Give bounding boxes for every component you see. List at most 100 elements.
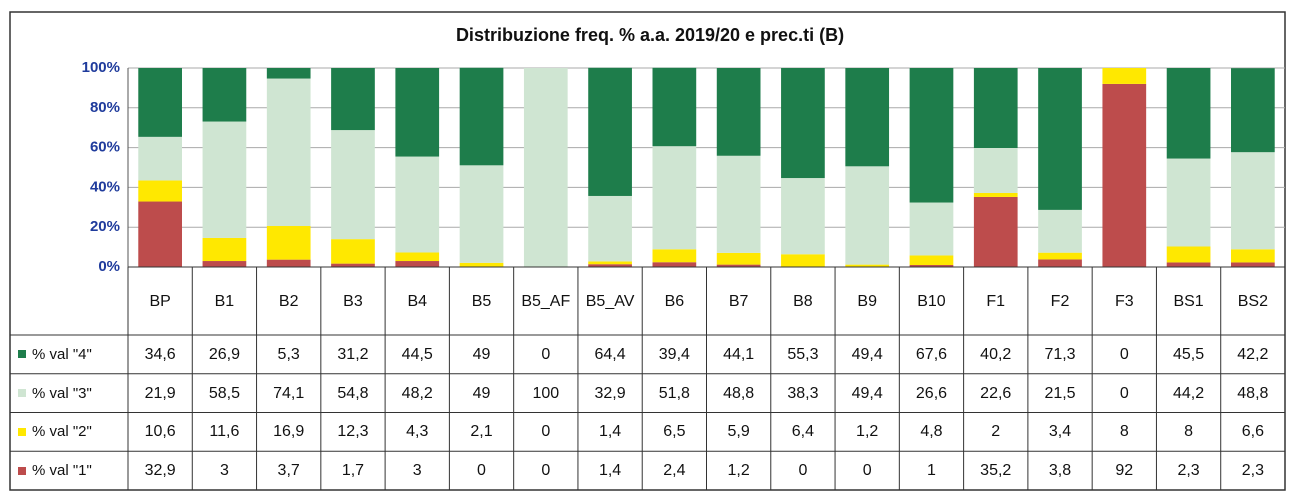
category-label: F2 <box>1050 292 1070 310</box>
table-value: 32,9 <box>144 462 176 480</box>
category-label: B2 <box>278 292 299 310</box>
table-value: 1,4 <box>598 462 622 480</box>
table-value: 26,9 <box>208 345 240 363</box>
bar-segment <box>781 254 825 267</box>
bar-segment <box>266 68 311 79</box>
table-value: 71,3 <box>1044 345 1076 363</box>
table-value: 35,2 <box>980 462 1012 480</box>
bar-segment <box>845 264 890 267</box>
legend-swatch <box>18 466 26 475</box>
table-value: 44,1 <box>723 345 755 363</box>
bar-segment <box>202 68 247 122</box>
y-tick-label: 100% <box>82 59 120 76</box>
table-value: 74,1 <box>273 384 305 402</box>
bar-segment <box>395 156 440 253</box>
bar-segment <box>1166 158 1211 247</box>
category-label: B4 <box>407 292 428 310</box>
chart-title: Distribuzione freq. % a.a. 2019/20 e pre… <box>456 25 844 45</box>
legend-entry: % val "3" <box>10 374 128 413</box>
table-value: 1 <box>927 462 936 480</box>
table-value: 16,9 <box>273 423 305 441</box>
table-value: 58,5 <box>208 384 240 402</box>
bar-segment <box>973 68 1018 148</box>
bar-segment <box>588 195 632 262</box>
table-value: 4,8 <box>920 423 943 441</box>
bar-segment <box>1038 259 1082 267</box>
bar-segment <box>652 146 697 250</box>
bar-segment <box>588 67 632 196</box>
table-value: 21,9 <box>144 384 176 402</box>
table-value: 40,2 <box>980 345 1012 363</box>
bar-segment <box>1038 68 1082 210</box>
table-value: 1,7 <box>341 462 365 480</box>
y-tick-label: 80% <box>90 99 120 116</box>
table-value: 2,1 <box>470 423 493 441</box>
bar-segment <box>1166 262 1211 267</box>
bar-segment <box>1102 83 1147 267</box>
bar-segment <box>523 68 568 267</box>
bar-segment <box>202 237 247 262</box>
table-value: 45,5 <box>1173 345 1205 363</box>
bar-segment <box>331 263 375 267</box>
bar-segment <box>652 67 697 147</box>
category-label: B6 <box>664 292 685 310</box>
table-value: 8 <box>1119 423 1129 441</box>
y-tick-label: 40% <box>90 178 120 195</box>
table-value: 3,8 <box>1048 462 1072 480</box>
bar-segment <box>1231 68 1275 153</box>
table-value: 4,3 <box>406 423 429 441</box>
bar-segment <box>1038 209 1082 253</box>
bar-segment <box>716 155 761 253</box>
table-value: 0 <box>862 462 872 480</box>
table-value: 21,5 <box>1044 384 1076 402</box>
bar-segment <box>652 262 697 267</box>
bar-segment <box>138 136 182 181</box>
table-value: 32,9 <box>594 384 626 402</box>
category-label: B1 <box>214 292 235 310</box>
category-label: F3 <box>1114 292 1134 310</box>
bar-segment <box>1102 68 1147 84</box>
table-value: 48,8 <box>1237 384 1269 402</box>
bar-segment <box>973 147 1018 193</box>
bar-segment <box>459 67 504 166</box>
bar-segment <box>1231 152 1275 250</box>
bar-segment <box>845 68 890 167</box>
bar-segment <box>909 68 954 203</box>
table-value: 44,5 <box>401 345 433 363</box>
category-label: B5_AF <box>521 292 571 310</box>
bar-segment <box>716 252 761 265</box>
table-value: 8 <box>1184 423 1194 441</box>
y-tick-label: 60% <box>90 139 120 156</box>
bar-segment <box>1231 249 1275 263</box>
category-label: B10 <box>917 292 946 310</box>
legend-label: % val "2" <box>32 423 92 441</box>
y-tick-label: 0% <box>98 258 120 275</box>
bar-segment <box>138 180 182 202</box>
table-value: 42,2 <box>1237 345 1269 363</box>
table-value: 2,3 <box>1241 462 1264 480</box>
bar-segment <box>588 261 632 265</box>
bar-segment <box>266 226 311 260</box>
bar-segment <box>909 265 954 267</box>
table-value: 49,4 <box>851 345 883 363</box>
table-value: 54,8 <box>337 384 369 402</box>
table-value: 3 <box>412 462 422 480</box>
table-value: 0 <box>798 462 808 480</box>
bar-segment <box>973 192 1018 197</box>
table-value: 2,3 <box>1177 462 1200 480</box>
bar-segment <box>395 68 440 157</box>
table-value: 51,8 <box>658 384 690 402</box>
legend-entry: % val "1" <box>10 451 128 490</box>
bar-segment <box>1166 246 1211 263</box>
category-label: B9 <box>857 292 877 310</box>
table-value: 1,4 <box>598 423 622 441</box>
bar-segment <box>266 78 311 227</box>
table-value: 3,7 <box>277 462 300 480</box>
legend-swatch <box>18 427 26 436</box>
table-value: 55,3 <box>787 345 819 363</box>
table-value: 0 <box>541 423 551 441</box>
bar-segment <box>331 130 375 240</box>
legend-label: % val "4" <box>32 345 92 363</box>
table-value: 100 <box>532 384 560 402</box>
